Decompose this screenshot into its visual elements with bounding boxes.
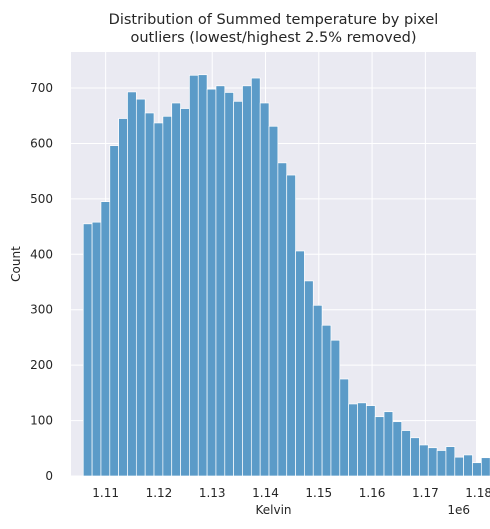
- histogram-bar: [153, 122, 164, 477]
- histogram-bar: [171, 102, 181, 477]
- bars: [82, 74, 490, 477]
- x-tick-labels: 1.11 1.12 1.13 1.14 1.15 1.16 1.17 1.18: [92, 486, 490, 500]
- x-tick-label: 1.17: [412, 486, 439, 500]
- y-tick-label: 400: [30, 247, 53, 261]
- histogram-bar: [454, 456, 464, 477]
- histogram-bar: [348, 403, 358, 477]
- histogram-bar: [463, 454, 473, 477]
- histogram-bar: [197, 74, 208, 477]
- y-tick-label: 600: [30, 136, 53, 150]
- histogram-bar: [304, 280, 314, 477]
- histogram-bar: [392, 421, 403, 477]
- histogram-bar: [135, 98, 146, 477]
- histogram-bar: [180, 108, 190, 477]
- histogram-bar: [109, 145, 119, 477]
- histogram-bar: [250, 77, 261, 477]
- x-tick-label: 1.18: [465, 486, 490, 500]
- histogram-bar: [162, 115, 173, 477]
- histogram-bar: [365, 405, 376, 477]
- histogram-bar: [82, 223, 93, 477]
- histogram-bar: [357, 402, 367, 477]
- x-tick-label: 1.13: [199, 486, 226, 500]
- histogram-bar: [242, 85, 252, 477]
- x-tick-label: 1.12: [146, 486, 173, 500]
- histogram-bar: [100, 201, 111, 477]
- histogram-bar: [144, 112, 155, 477]
- histogram-bar: [127, 91, 137, 477]
- histogram-bar: [118, 118, 128, 477]
- histogram-bar: [339, 378, 349, 477]
- x-tick-label: 1.14: [252, 486, 279, 500]
- histogram-bar: [259, 102, 270, 477]
- x-axis-offset-label: 1e6: [447, 503, 470, 517]
- x-tick-label: 1.16: [359, 486, 386, 500]
- y-tick-label: 0: [45, 469, 53, 483]
- chart-title-line-1: Distribution of Summed temperature by pi…: [109, 12, 439, 28]
- histogram-bar: [277, 162, 288, 477]
- y-tick-label: 200: [30, 358, 53, 372]
- histogram-bar: [383, 411, 394, 477]
- y-tick-label: 500: [30, 192, 53, 206]
- histogram-bar: [189, 74, 199, 477]
- histogram-bar: [268, 125, 279, 477]
- y-tick-label: 700: [30, 81, 53, 95]
- histogram-bar: [312, 304, 323, 477]
- histogram-bar: [427, 447, 438, 477]
- histogram-bar: [436, 450, 447, 477]
- histogram-bar: [215, 85, 226, 477]
- histogram-bar: [401, 430, 411, 477]
- histogram-bar: [224, 92, 234, 477]
- histogram-bar: [419, 444, 429, 477]
- y-tick-labels: 0 100 200 300 400 500 600 700: [30, 81, 53, 483]
- histogram-bar: [91, 221, 102, 477]
- histogram-bar: [472, 462, 482, 477]
- x-tick-label: 1.15: [305, 486, 332, 500]
- histogram-bar: [321, 324, 332, 477]
- y-tick-label: 300: [30, 303, 53, 317]
- histogram-bar: [445, 446, 456, 477]
- histogram-bar: [286, 174, 296, 477]
- y-axis-label: Count: [9, 246, 23, 282]
- x-tick-label: 1.11: [92, 486, 119, 500]
- histogram-bar: [233, 100, 243, 477]
- histogram-bar: [410, 437, 420, 477]
- histogram-bar: [295, 250, 305, 477]
- histogram-bar: [374, 416, 385, 477]
- histogram-bar: [206, 88, 217, 477]
- histogram-bar: [480, 457, 490, 477]
- chart-title-line-2: outliers (lowest/highest 2.5% removed): [130, 30, 416, 46]
- histogram-bar: [330, 339, 341, 477]
- x-axis-label: Kelvin: [255, 503, 291, 517]
- y-tick-label: 100: [30, 414, 53, 428]
